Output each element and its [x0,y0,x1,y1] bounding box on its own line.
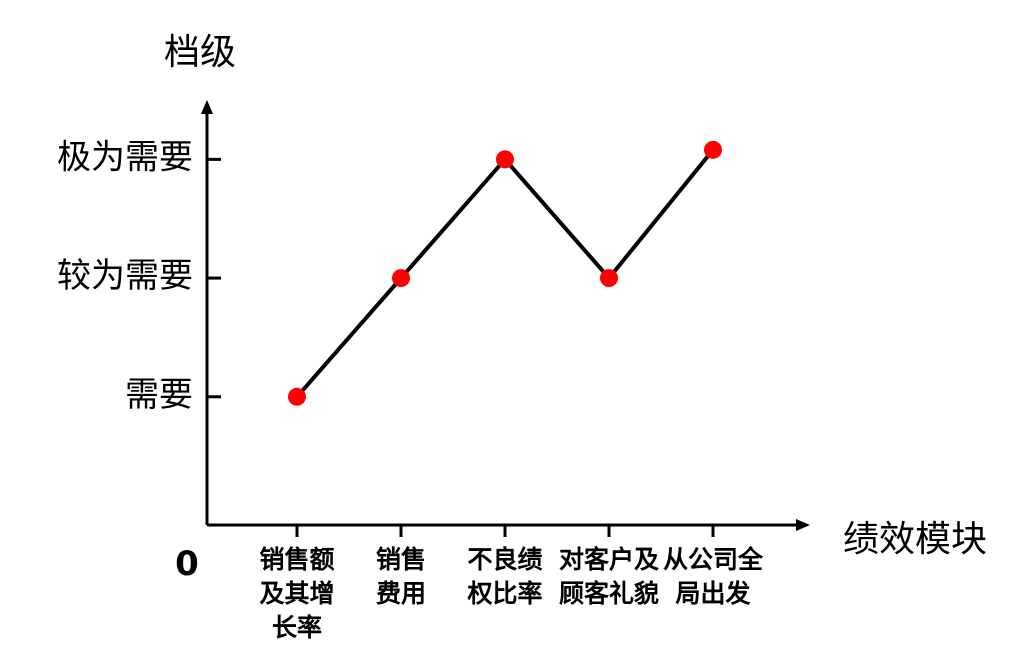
y-axis-label: 档级 [164,32,236,73]
point [704,140,722,159]
x-tick-label: 从公司全 局出发 [662,545,763,608]
y-axis-arrow [201,100,213,114]
y-tick-label: 0 [175,544,199,584]
y-tick-label: 较为需要 [57,256,193,296]
point [496,150,514,169]
point [288,387,306,406]
x-tick-label: 对客户及 顾客礼貌 [558,545,659,608]
y-tick-label: 需要 [125,375,193,415]
x-axis-label: 绩效模块 [843,519,987,560]
point [600,269,618,288]
x-tick-label: 销售额 及其增 长率 [259,545,335,642]
x-tick-label: 销售 费用 [375,545,426,608]
x-tick-label: 不良绩 权比率 [467,545,543,608]
line [295,148,715,399]
point [392,269,410,288]
y-tick-label: 极为需要 [57,137,193,177]
x-axis-arrow [796,519,810,531]
